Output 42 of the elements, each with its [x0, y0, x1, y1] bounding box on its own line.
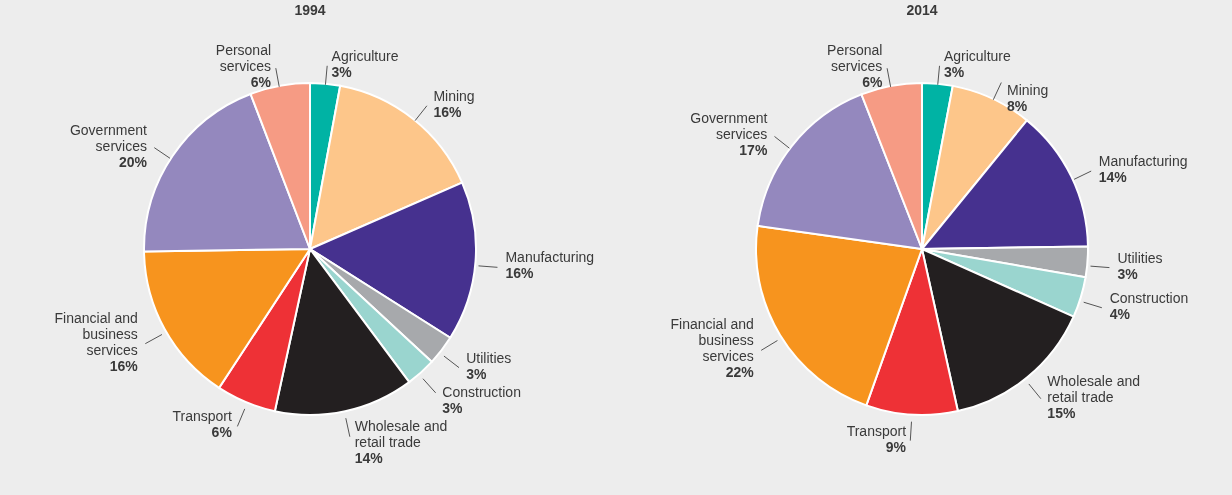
- data-label: 9%: [885, 438, 907, 455]
- slice-label: Transport: [846, 422, 907, 439]
- data-label: 6%: [862, 74, 883, 91]
- slice-label: Agriculture: [943, 47, 1012, 64]
- data-label: 16%: [433, 103, 462, 120]
- slice-label: Government services: [690, 110, 768, 143]
- data-label: 16%: [109, 357, 139, 374]
- data-label: 14%: [1098, 169, 1128, 186]
- data-label: 3%: [466, 365, 487, 382]
- data-label: 14%: [354, 449, 384, 466]
- slice-label: Manufacturing: [505, 249, 595, 266]
- slice-label: Mining: [1006, 81, 1049, 98]
- data-label: 6%: [250, 74, 272, 91]
- slice-label: Mining: [433, 87, 475, 104]
- slice-label: Wholesale and retail trade: [1047, 372, 1140, 405]
- data-label: 20%: [118, 153, 148, 170]
- chart-title: 2014: [906, 2, 938, 18]
- slice-label: Utilities: [1117, 249, 1163, 266]
- slice-label: Personal services: [827, 42, 883, 75]
- slice-label: Financial and business services: [670, 316, 754, 365]
- slice-label: Government services: [69, 121, 148, 154]
- slice-label: Utilities: [466, 349, 512, 366]
- chart-title: 1994: [294, 2, 326, 18]
- data-label: 3%: [1117, 265, 1139, 282]
- data-label: 3%: [331, 63, 353, 80]
- data-label: 6%: [211, 424, 233, 441]
- data-label: 3%: [442, 399, 464, 416]
- data-label: 3%: [943, 63, 965, 80]
- slice-label: Agriculture: [331, 47, 399, 64]
- slice-label: Transport: [172, 408, 232, 425]
- data-label: 16%: [505, 265, 535, 282]
- data-label: 15%: [1047, 404, 1076, 421]
- slice-label: Construction: [1109, 289, 1189, 306]
- data-label: 8%: [1006, 97, 1028, 114]
- slice-label: Wholesale and retail trade: [354, 417, 448, 450]
- data-label: 17%: [739, 142, 768, 159]
- data-label: 4%: [1109, 305, 1131, 322]
- slice-label: Personal services: [215, 42, 272, 75]
- slice-label: Financial and business services: [54, 309, 138, 358]
- data-label: 22%: [725, 364, 755, 381]
- slice-label: Manufacturing: [1098, 153, 1188, 170]
- slice-label: Construction: [442, 383, 521, 400]
